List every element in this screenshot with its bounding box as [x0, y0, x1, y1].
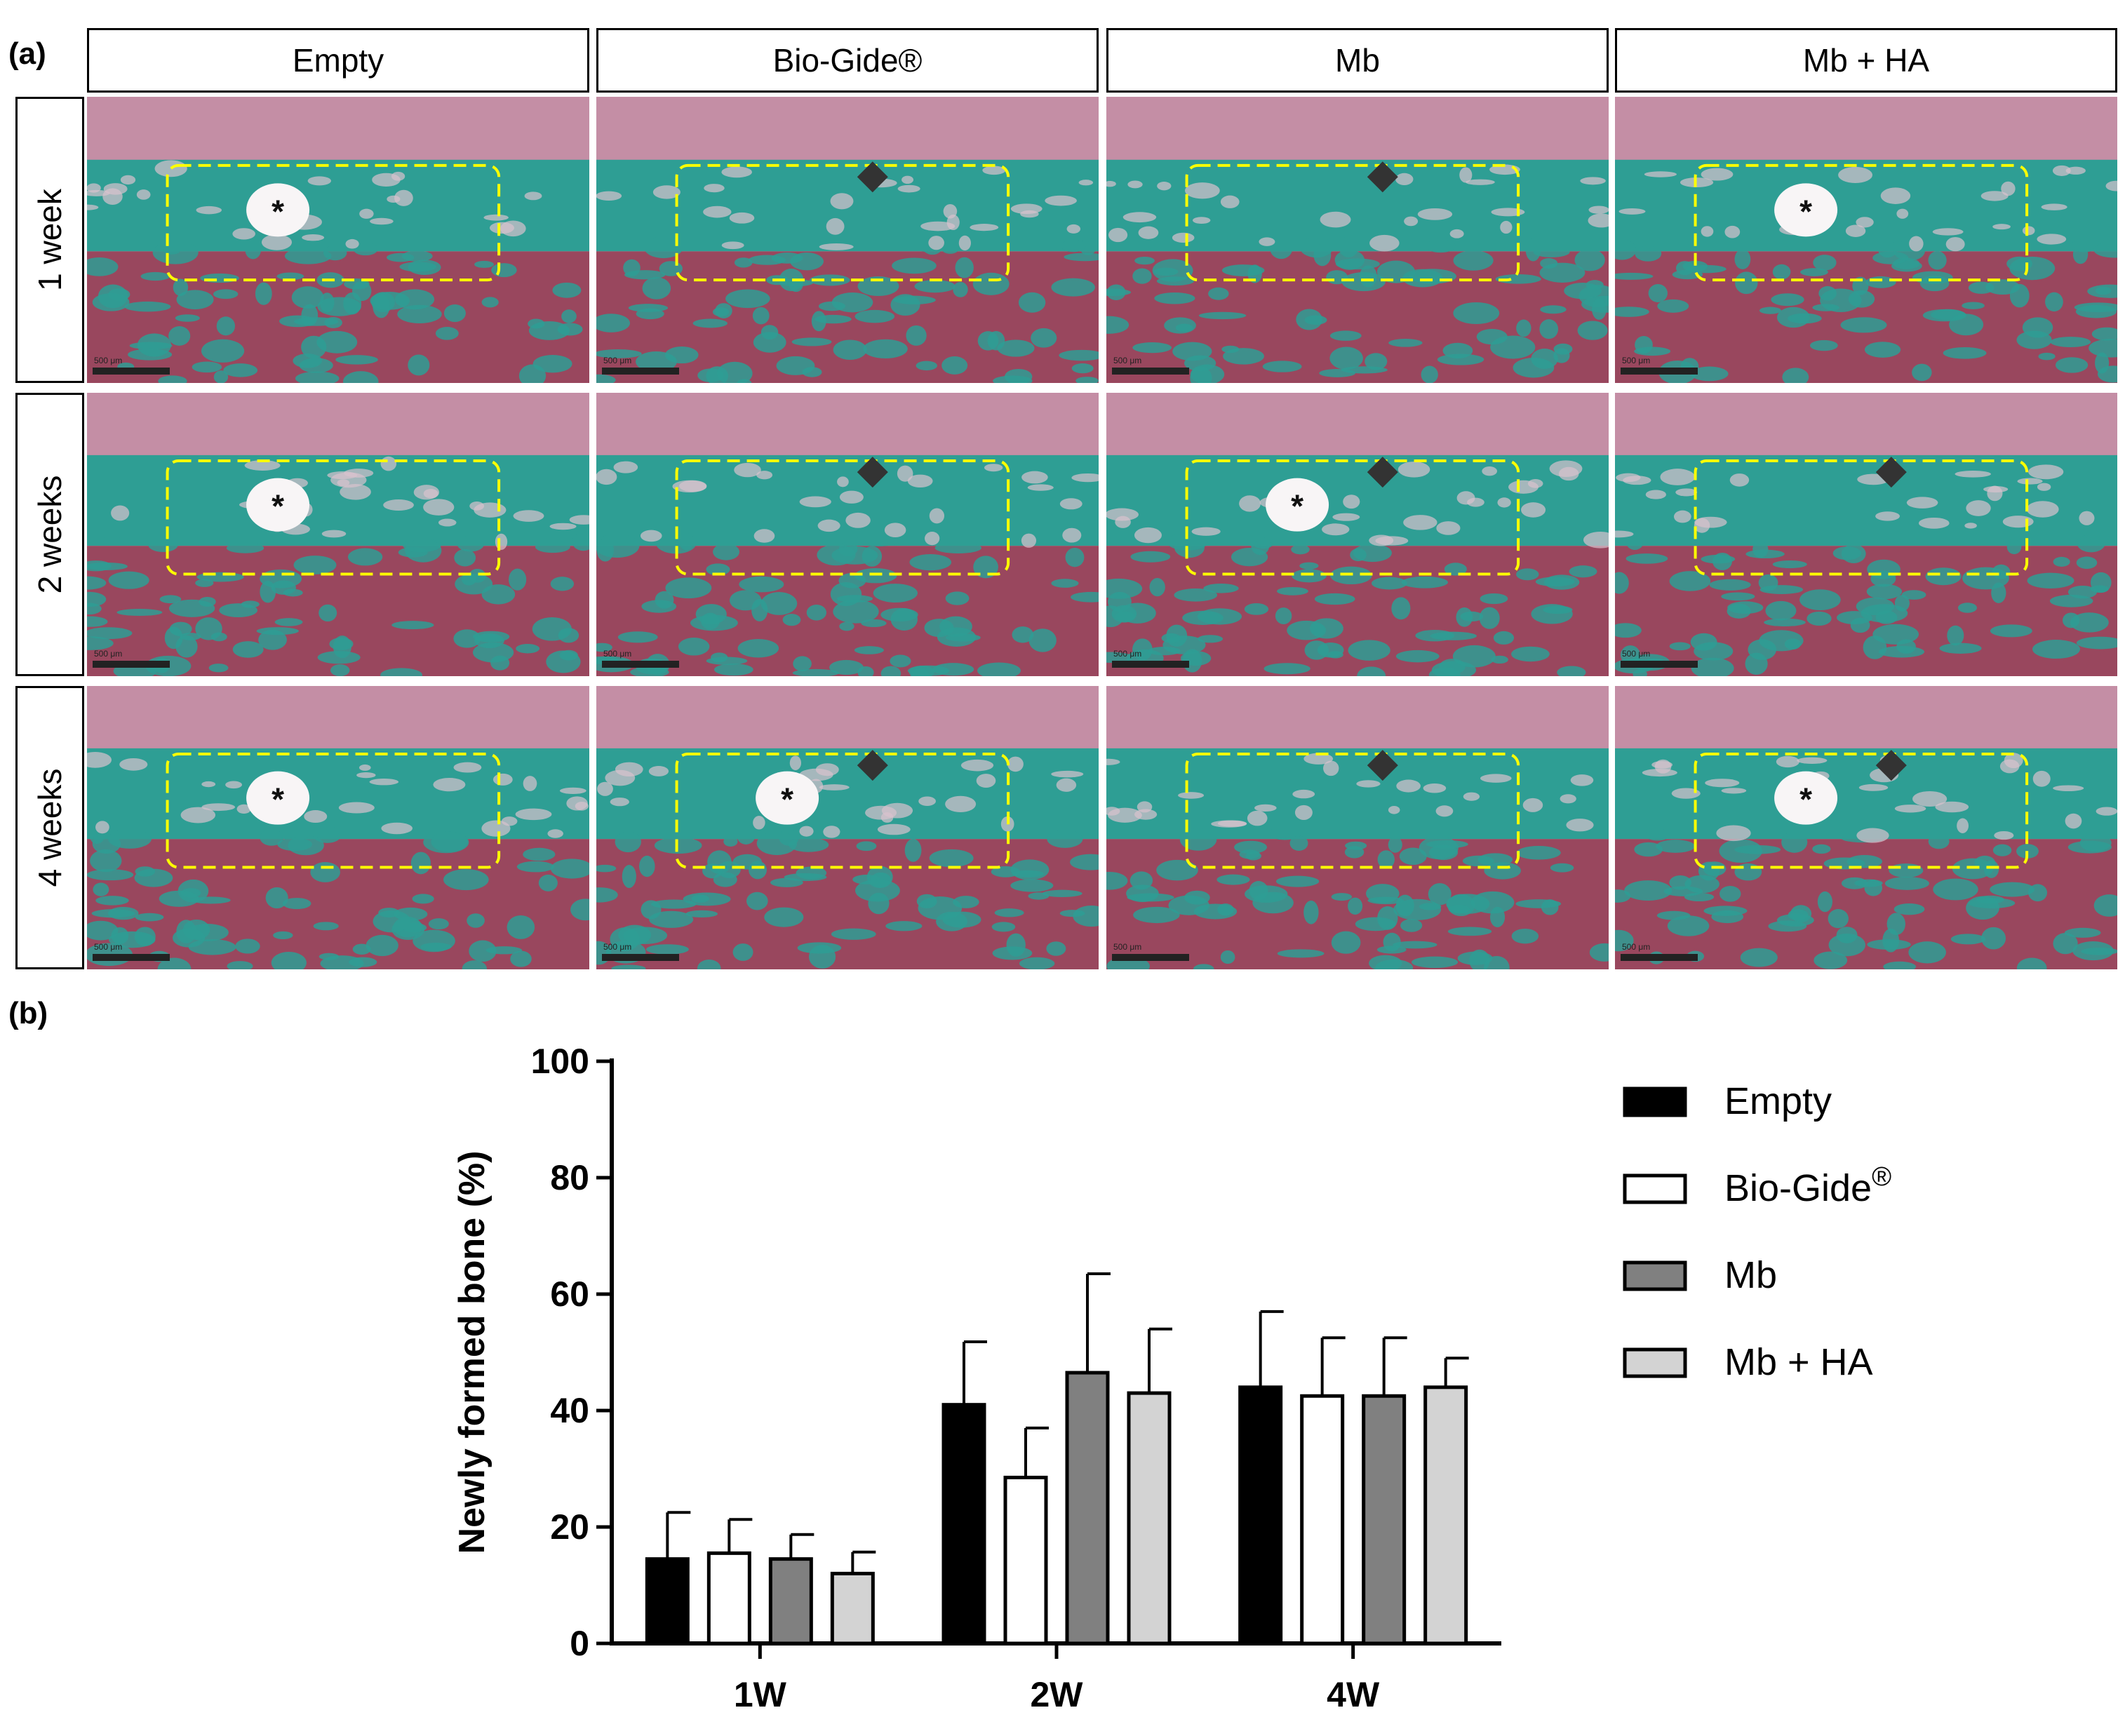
- histology-image: 500 μm *: [87, 686, 589, 969]
- histology-image: 500 μm: [596, 97, 1099, 383]
- scale-bar-label: 500 μm: [1113, 356, 1141, 365]
- diamond-marker: [857, 750, 888, 781]
- column-header-bio-gide: Bio-Gide®: [596, 28, 1099, 93]
- y-tick-label: 60: [550, 1274, 589, 1314]
- histology-section: 500 μm: [596, 393, 1099, 676]
- scale-bar-label: 500 μm: [603, 942, 631, 952]
- scale-bar-label: 500 μm: [603, 649, 631, 659]
- histology-image: 500 μm *: [87, 393, 589, 676]
- asterisk-marker: *: [272, 488, 284, 525]
- histology-section: 500 μm: [1106, 686, 1609, 969]
- asterisk-marker: *: [1799, 781, 1812, 818]
- diamond-marker: [857, 161, 888, 193]
- histology-section: 500 μm *: [596, 686, 1099, 969]
- histology-section: 500 μm: [1615, 393, 2117, 676]
- histology-section: 500 μm: [1106, 97, 1609, 383]
- row-header-4-weeks: 4 weeks: [15, 686, 84, 969]
- bar: [1300, 1394, 1345, 1646]
- legend-superscript: ®: [1872, 1162, 1891, 1192]
- asterisk-marker: *: [272, 781, 284, 818]
- y-tick-label: 80: [550, 1158, 589, 1197]
- histology-image: 500 μm *: [1106, 393, 1609, 676]
- scale-bar-label: 500 μm: [603, 356, 631, 365]
- bar: [706, 1551, 751, 1646]
- scale-bar-label: 500 μm: [1113, 942, 1141, 952]
- histology-image: 500 μm: [1106, 686, 1609, 969]
- histology-image: 500 μm: [1615, 393, 2117, 676]
- y-tick-label: 0: [570, 1624, 589, 1663]
- histology-section: 500 μm: [596, 97, 1099, 383]
- legend-label: Mb + HA: [1724, 1341, 1873, 1383]
- legend-swatch: [1623, 1173, 1687, 1204]
- column-header-empty: Empty: [87, 28, 589, 93]
- row-header-2-weeks: 2 weeks: [15, 393, 84, 676]
- diamond-marker: [1367, 750, 1398, 781]
- bar: [1065, 1371, 1110, 1646]
- diamond-marker: [1367, 457, 1398, 488]
- diamond-marker: [1875, 457, 1907, 488]
- bar: [1003, 1475, 1048, 1646]
- diamond-marker: [1367, 161, 1398, 193]
- legend-swatch: [1623, 1347, 1687, 1378]
- column-header-mb: Mb: [1106, 28, 1609, 93]
- histology-section: 500 μm *: [87, 393, 589, 676]
- legend-swatch: [1623, 1086, 1687, 1117]
- x-tick-label: 4W: [1327, 1675, 1380, 1714]
- panel-b-label: (b): [8, 996, 48, 1030]
- scale-bar-label: 500 μm: [1622, 356, 1650, 365]
- histology-section: 500 μm *: [87, 686, 589, 969]
- panel-a-label: (a): [8, 36, 46, 71]
- y-tick-label: 40: [550, 1391, 589, 1430]
- scale-bar-label: 500 μm: [1622, 649, 1650, 659]
- diamond-marker: [857, 457, 888, 488]
- asterisk-marker: *: [1799, 193, 1812, 229]
- y-tick-label: 20: [550, 1507, 589, 1547]
- legend-label: Empty: [1724, 1080, 1832, 1122]
- scale-bar-label: 500 μm: [1622, 942, 1650, 952]
- bar: [1423, 1385, 1468, 1646]
- bar: [645, 1557, 690, 1646]
- bar: [830, 1571, 875, 1646]
- x-tick-label: 1W: [734, 1675, 787, 1714]
- histology-section: 500 μm *: [87, 97, 589, 383]
- histology-image: 500 μm *: [596, 686, 1099, 969]
- bone-formation-bar-chart: 0 20 40 60 80 100 Newly formed bone (%) 1W 2W 4W E…: [452, 1042, 1891, 1714]
- asterisk-marker: *: [272, 193, 284, 229]
- legend-label: Bio-Gide®: [1724, 1162, 1891, 1209]
- histology-image: 500 μm: [596, 393, 1099, 676]
- histology-image: 500 μm *: [1615, 97, 2117, 383]
- asterisk-marker: *: [1291, 488, 1303, 525]
- bar: [1238, 1385, 1283, 1646]
- histology-section: 500 μm *: [1106, 393, 1609, 676]
- scale-bar-label: 500 μm: [94, 649, 122, 659]
- legend-label: Mb: [1724, 1254, 1777, 1296]
- histology-image: 500 μm: [1106, 97, 1609, 383]
- histology-image: 500 μm *: [87, 97, 589, 383]
- bar: [768, 1557, 813, 1646]
- row-header-1-week: 1 week: [15, 97, 84, 383]
- bar: [941, 1403, 986, 1646]
- scale-bar-label: 500 μm: [94, 356, 122, 365]
- y-axis-label: Newly formed bone (%): [452, 1151, 492, 1554]
- x-tick-label: 2W: [1031, 1675, 1084, 1714]
- histology-section: 500 μm *: [1615, 686, 2117, 969]
- diamond-marker: [1875, 750, 1907, 781]
- histology-image: 500 μm *: [1615, 686, 2117, 969]
- bar: [1127, 1391, 1172, 1646]
- scale-bar-label: 500 μm: [94, 942, 122, 952]
- column-header-mb-ha: Mb + HA: [1615, 28, 2117, 93]
- legend-swatch: [1623, 1260, 1687, 1291]
- scale-bar-label: 500 μm: [1113, 649, 1141, 659]
- bar: [1362, 1394, 1407, 1646]
- histology-section: 500 μm *: [1615, 97, 2117, 383]
- y-tick-label: 100: [531, 1042, 589, 1081]
- asterisk-marker: *: [781, 781, 793, 818]
